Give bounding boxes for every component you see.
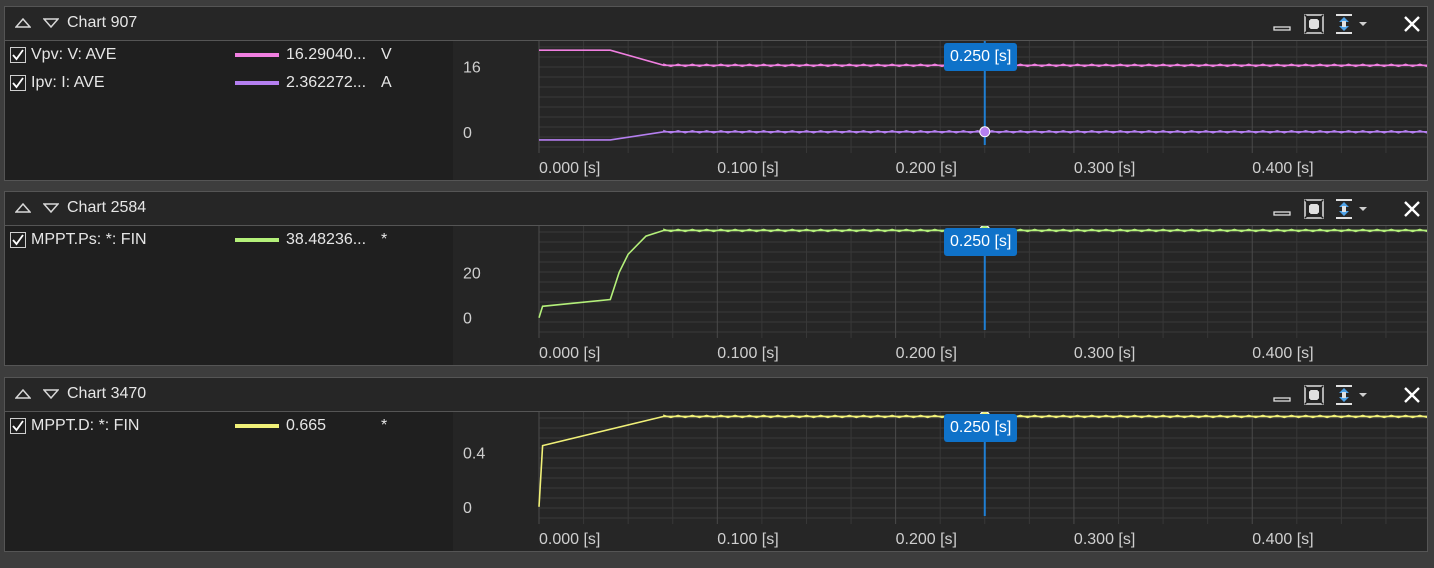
cursor-time-label[interactable]: 0.250 [s] bbox=[944, 43, 1018, 71]
x-tick-label: 0.200 [s] bbox=[896, 531, 957, 548]
signal-value: 38.48236... bbox=[286, 231, 367, 248]
y-tick-label: 16 bbox=[463, 59, 481, 76]
plot-area[interactable]: 0.000 [s] 0.100 [s] 0.200 [s] 0.300 [s] 0.40… bbox=[453, 412, 1427, 551]
expand-down-icon[interactable] bbox=[43, 201, 59, 215]
expand-down-icon[interactable] bbox=[43, 387, 59, 401]
signal-unit: * bbox=[381, 417, 388, 434]
signal-checkbox[interactable] bbox=[10, 47, 26, 63]
chart-panel-1: Chart 907 Vpv: V: AVE 16.29040... V Ipv:… bbox=[4, 6, 1428, 181]
legend-row: Vpv: V: AVE 16.29040... V bbox=[7, 44, 447, 66]
x-tick-label: 0.200 [s] bbox=[896, 345, 957, 362]
chart-title: Chart 2584 bbox=[67, 199, 147, 216]
signal-checkbox[interactable] bbox=[10, 232, 26, 248]
legend-row: Ipv: I: AVE 2.362272... A bbox=[7, 72, 447, 94]
y-tick-label: 20 bbox=[463, 265, 481, 282]
minimize-icon[interactable] bbox=[1271, 384, 1293, 406]
y-tick-label: 0.4 bbox=[463, 445, 485, 462]
x-tick-label: 0.300 [s] bbox=[1074, 345, 1135, 362]
signal-value: 0.665 bbox=[286, 417, 327, 434]
legend-panel: MPPT.Ps: *: FIN 38.48236... * bbox=[5, 226, 453, 365]
series-ripple bbox=[663, 129, 1427, 134]
signal-color-swatch bbox=[235, 424, 279, 428]
chart-title: Chart 907 bbox=[67, 14, 138, 31]
x-tick-label: 0.300 [s] bbox=[1074, 531, 1135, 548]
signal-unit: V bbox=[381, 46, 392, 63]
legend-row: MPPT.D: *: FIN 0.665 * bbox=[7, 415, 447, 437]
signal-color-swatch bbox=[235, 238, 279, 242]
y-tick-label: 0 bbox=[463, 125, 472, 142]
dropdown-arrow-icon[interactable] bbox=[1357, 384, 1369, 406]
chart-panel-header: Chart 2584 bbox=[5, 192, 1427, 226]
plot-area[interactable]: 0.000 [s] 0.100 [s] 0.200 [s] 0.300 [s] 0.40… bbox=[453, 226, 1427, 365]
fit-vertical-icon[interactable] bbox=[1333, 198, 1355, 220]
expand-down-icon[interactable] bbox=[43, 16, 59, 30]
collapse-up-icon[interactable] bbox=[15, 201, 31, 215]
dropdown-arrow-icon[interactable] bbox=[1357, 198, 1369, 220]
fit-all-icon[interactable] bbox=[1303, 198, 1325, 220]
legend-panel: MPPT.D: *: FIN 0.665 * bbox=[5, 412, 453, 551]
chart-panel-3: Chart 3470 MPPT.D: *: FIN 0.665 * 0.000 … bbox=[4, 377, 1428, 552]
x-tick-label: 0.000 [s] bbox=[539, 531, 600, 548]
legend-row: MPPT.Ps: *: FIN 38.48236... * bbox=[7, 229, 447, 251]
collapse-up-icon[interactable] bbox=[15, 387, 31, 401]
dropdown-arrow-icon[interactable] bbox=[1357, 13, 1369, 35]
x-tick-label: 0.200 [s] bbox=[896, 160, 957, 177]
chart-title: Chart 3470 bbox=[67, 385, 147, 402]
series-ripple bbox=[663, 63, 1427, 68]
signal-name: MPPT.D: *: FIN bbox=[31, 417, 140, 434]
x-tick-label: 0.400 [s] bbox=[1252, 531, 1313, 548]
signal-color-swatch bbox=[235, 53, 279, 57]
chart-plot[interactable]: 0.000 [s] 0.100 [s] 0.200 [s] 0.300 [s] 0.40… bbox=[453, 412, 1427, 551]
chart-panel-2: Chart 2584 MPPT.Ps: *: FIN 38.48236... *… bbox=[4, 191, 1428, 366]
series-line bbox=[538, 229, 1427, 318]
signal-name: Ipv: I: AVE bbox=[31, 74, 105, 91]
collapse-up-icon[interactable] bbox=[15, 16, 31, 30]
signal-checkbox[interactable] bbox=[10, 75, 26, 91]
x-tick-label: 0.000 [s] bbox=[539, 345, 600, 362]
y-tick-label: 0 bbox=[463, 311, 472, 328]
x-tick-label: 0.100 [s] bbox=[717, 160, 778, 177]
fit-vertical-icon[interactable] bbox=[1333, 384, 1355, 406]
chart-plot[interactable]: 0.000 [s] 0.100 [s] 0.200 [s] 0.300 [s] 0.40… bbox=[453, 226, 1427, 365]
minimize-icon[interactable] bbox=[1271, 13, 1293, 35]
plot-area[interactable]: 0.000 [s] 0.100 [s] 0.200 [s] 0.300 [s] 0.40… bbox=[453, 41, 1427, 180]
fit-vertical-icon[interactable] bbox=[1333, 13, 1355, 35]
chart-panel-header: Chart 907 bbox=[5, 7, 1427, 41]
close-icon[interactable] bbox=[1401, 384, 1423, 406]
cursor-time-label[interactable]: 0.250 [s] bbox=[944, 414, 1018, 442]
signal-name: MPPT.Ps: *: FIN bbox=[31, 231, 147, 248]
x-tick-label: 0.000 [s] bbox=[539, 160, 600, 177]
x-tick-label: 0.400 [s] bbox=[1252, 345, 1313, 362]
legend-panel: Vpv: V: AVE 16.29040... V Ipv: I: AVE 2.… bbox=[5, 41, 453, 180]
y-tick-label: 0 bbox=[463, 500, 472, 517]
cursor-marker bbox=[979, 126, 991, 138]
x-tick-label: 0.300 [s] bbox=[1074, 160, 1135, 177]
series-ripple bbox=[663, 414, 1427, 419]
close-icon[interactable] bbox=[1401, 13, 1423, 35]
signal-unit: * bbox=[381, 231, 388, 248]
chart-plot[interactable]: 0.000 [s] 0.100 [s] 0.200 [s] 0.300 [s] 0.40… bbox=[453, 41, 1427, 180]
series-ripple bbox=[663, 228, 1427, 233]
x-tick-label: 0.400 [s] bbox=[1252, 160, 1313, 177]
signal-name: Vpv: V: AVE bbox=[31, 46, 117, 63]
signal-checkbox[interactable] bbox=[10, 418, 26, 434]
fit-all-icon[interactable] bbox=[1303, 13, 1325, 35]
signal-value: 2.362272... bbox=[286, 74, 367, 91]
minimize-icon[interactable] bbox=[1271, 198, 1293, 220]
signal-value: 16.29040... bbox=[286, 46, 367, 63]
close-icon[interactable] bbox=[1401, 198, 1423, 220]
fit-all-icon[interactable] bbox=[1303, 384, 1325, 406]
signal-unit: A bbox=[381, 74, 392, 91]
x-tick-label: 0.100 [s] bbox=[717, 345, 778, 362]
cursor-time-label[interactable]: 0.250 [s] bbox=[944, 228, 1018, 256]
chart-panel-header: Chart 3470 bbox=[5, 378, 1427, 412]
x-tick-label: 0.100 [s] bbox=[717, 531, 778, 548]
signal-color-swatch bbox=[235, 81, 279, 85]
